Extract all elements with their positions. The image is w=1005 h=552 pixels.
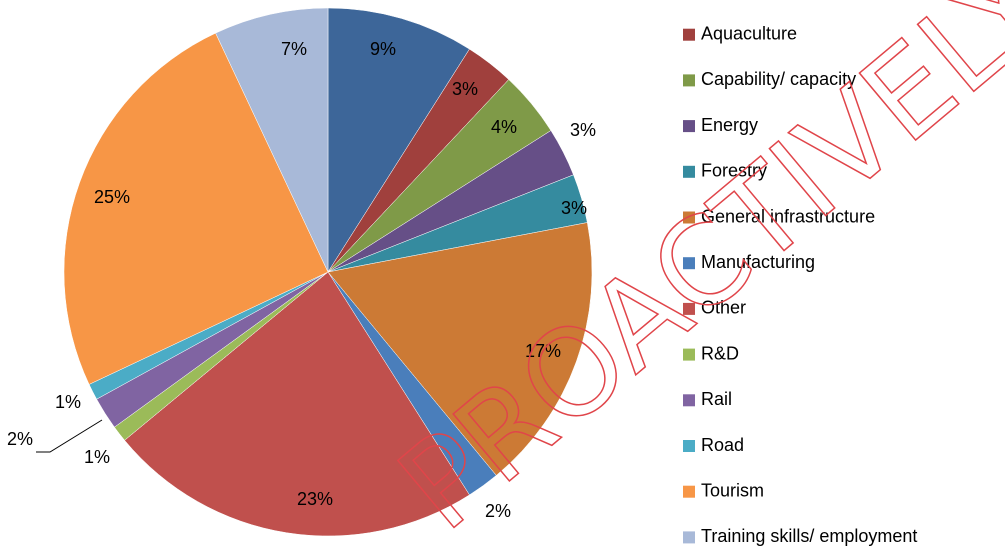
legend-label: Capability/ capacity bbox=[701, 69, 856, 89]
legend-label: Aquaculture bbox=[701, 23, 797, 43]
data-labels: 9% 3% 4% 3% 3% 17% 2% 23% 1% 2% 1% 25% 7% bbox=[7, 39, 596, 521]
slice bbox=[215, 7, 329, 273]
legend-swatch bbox=[683, 120, 695, 133]
legend-label: R&D bbox=[701, 343, 739, 363]
slice bbox=[327, 222, 593, 476]
data-label: 9% bbox=[370, 39, 396, 59]
legend-label: Training skills/ employment bbox=[701, 526, 917, 546]
legend-swatch bbox=[683, 348, 695, 361]
legend-swatch bbox=[683, 211, 695, 224]
data-label: 23% bbox=[297, 489, 333, 509]
data-label: 1% bbox=[55, 392, 81, 412]
legend-swatch bbox=[683, 394, 695, 407]
slice bbox=[124, 271, 470, 537]
data-label: 2% bbox=[485, 501, 511, 521]
legend-label: General infrastructure bbox=[701, 206, 875, 226]
legend-swatch bbox=[683, 531, 695, 544]
pie bbox=[63, 7, 593, 537]
legend: AgricultureAquacultureCapability/ capaci… bbox=[683, 23, 917, 546]
legend-label: Manufacturing bbox=[701, 252, 815, 272]
data-label: 17% bbox=[525, 341, 561, 361]
legend-swatch bbox=[683, 485, 695, 498]
legend-swatch bbox=[683, 302, 695, 315]
legend-label: Forestry bbox=[701, 161, 767, 181]
data-label: 2% bbox=[7, 429, 33, 449]
data-label: 4% bbox=[491, 117, 517, 137]
legend-label: Road bbox=[701, 435, 744, 455]
data-label: 3% bbox=[452, 79, 478, 99]
legend-label: Rail bbox=[701, 389, 732, 409]
legend-swatch bbox=[683, 440, 695, 452]
data-label: 3% bbox=[561, 198, 587, 218]
data-label: 7% bbox=[281, 39, 307, 59]
data-label: 25% bbox=[94, 187, 130, 207]
legend-label: Other bbox=[701, 298, 746, 318]
legend-swatch bbox=[683, 257, 695, 270]
legend-swatch bbox=[683, 74, 695, 87]
legend-swatch bbox=[683, 165, 695, 178]
legend-swatch bbox=[683, 28, 695, 41]
slice bbox=[327, 7, 470, 273]
slice bbox=[63, 32, 329, 385]
leader-line bbox=[36, 419, 103, 453]
legend-label: Energy bbox=[701, 115, 758, 135]
data-label: 3% bbox=[570, 120, 596, 140]
data-label: 1% bbox=[84, 447, 110, 467]
legend-label: Tourism bbox=[701, 480, 764, 500]
